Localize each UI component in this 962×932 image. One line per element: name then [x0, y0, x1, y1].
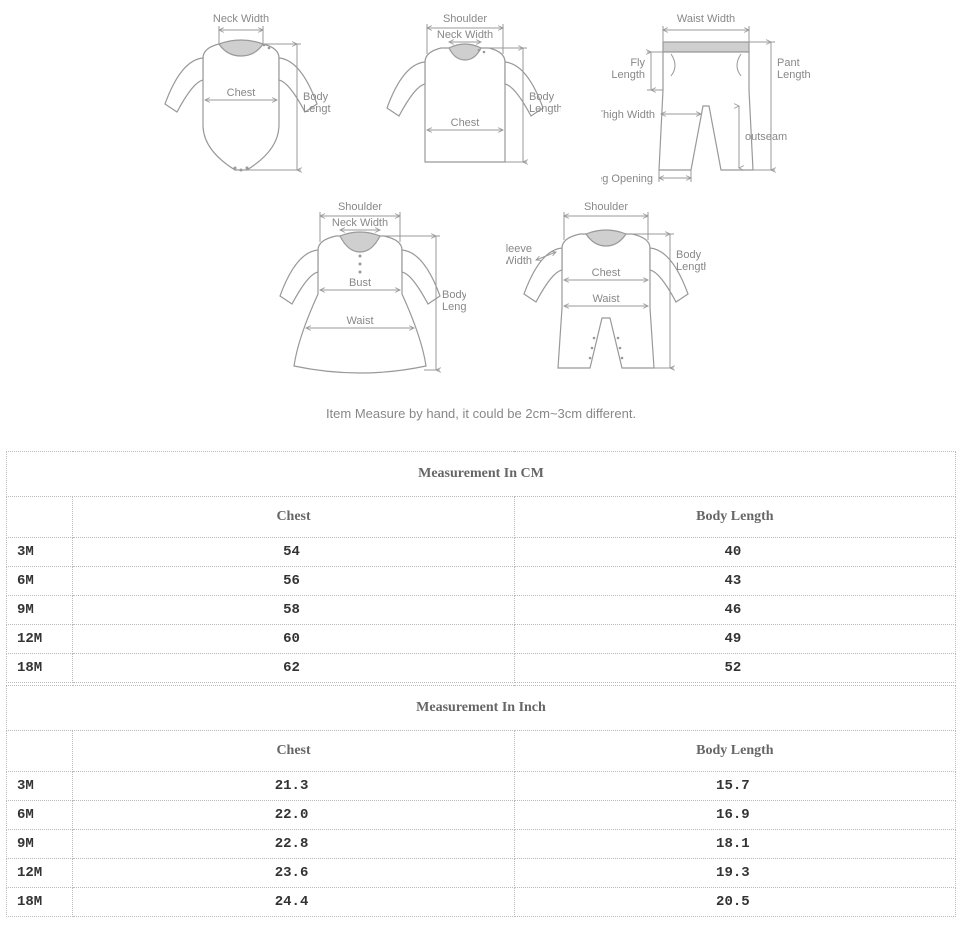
label-pant-length: PantLength: [777, 57, 811, 81]
cell-value: 20.5: [514, 888, 955, 917]
col-bodylen: Body Length: [514, 497, 955, 538]
diagram-row-1: Neck Width Chest BodyLength Shoulde: [0, 10, 962, 190]
cell-value: 49: [514, 625, 955, 654]
cell-value: 19.3: [514, 859, 955, 888]
cell-size: 3M: [7, 772, 73, 801]
cell-value: 21.3: [73, 772, 514, 801]
label-sleeve-width: SleeveWidth: [506, 243, 532, 267]
label-body-length: BodyLength: [676, 249, 706, 273]
cell-size: 12M: [7, 625, 73, 654]
col-chest: Chest: [73, 731, 514, 772]
label-fly-length: FlyLength: [611, 57, 645, 81]
table-row: 18M24.420.5: [7, 888, 956, 917]
cell-size: 9M: [7, 596, 73, 625]
table-row: 9M22.818.1: [7, 830, 956, 859]
table-body-cm: 3M54406M56439M584612M604918M6252: [7, 538, 956, 683]
cell-value: 56: [73, 567, 514, 596]
label-body-length: BodyLength: [529, 91, 561, 115]
cell-value: 60: [73, 625, 514, 654]
cell-value: 24.4: [73, 888, 514, 917]
col-bodylen: Body Length: [514, 731, 955, 772]
measurement-note: Item Measure by hand, it could be 2cm~3c…: [0, 396, 962, 443]
diagram-pants: Waist Width FlyLength PantLength Thigh W…: [601, 10, 811, 190]
label-leg-opening: Leg Opening: [601, 173, 653, 185]
label-shoulder: Shoulder: [443, 13, 487, 25]
diagram-romper: Shoulder SleeveWidth Chest Waist BodyLen…: [506, 198, 706, 388]
label-thigh-width: Thigh Width: [601, 109, 655, 121]
label-neck-width: Neck Width: [437, 29, 493, 41]
cell-size: 18M: [7, 654, 73, 683]
label-chest: Chest: [451, 117, 480, 129]
label-waist-width: Waist Width: [677, 13, 735, 25]
cell-size: 6M: [7, 567, 73, 596]
table-body-inch: 3M21.315.76M22.016.99M22.818.112M23.619.…: [7, 772, 956, 917]
cell-value: 58: [73, 596, 514, 625]
col-chest: Chest: [73, 497, 514, 538]
label-body-length: BodyLength: [442, 289, 466, 313]
measurement-tables: Measurement In CM Chest Body Length 3M54…: [0, 451, 962, 917]
table-inch: Measurement In Inch Chest Body Length 3M…: [6, 685, 956, 917]
cell-value: 54: [73, 538, 514, 567]
label-shoulder: Shoulder: [338, 201, 382, 213]
table-row: 12M6049: [7, 625, 956, 654]
label-shoulder: Shoulder: [584, 201, 628, 213]
label-waist: Waist: [346, 315, 373, 327]
cell-value: 15.7: [514, 772, 955, 801]
col-size: [7, 497, 73, 538]
table-row: 3M21.315.7: [7, 772, 956, 801]
table-row: 6M22.016.9: [7, 801, 956, 830]
diagram-tee: Shoulder Neck Width Chest BodyLength: [371, 10, 561, 190]
cell-size: 12M: [7, 859, 73, 888]
cell-value: 18.1: [514, 830, 955, 859]
table-row: 6M5643: [7, 567, 956, 596]
cell-value: 43: [514, 567, 955, 596]
cell-size: 9M: [7, 830, 73, 859]
table-title-cm: Measurement In CM: [7, 452, 956, 497]
diagram-onesie: Neck Width Chest BodyLength: [151, 10, 331, 190]
cell-size: 18M: [7, 888, 73, 917]
cell-size: 3M: [7, 538, 73, 567]
label-neck-width: Neck Width: [332, 217, 388, 229]
table-row: 3M5440: [7, 538, 956, 567]
col-size: [7, 731, 73, 772]
cell-value: 62: [73, 654, 514, 683]
diagram-row-2: Shoulder Neck Width Bust Waist BodyLengt…: [0, 198, 962, 388]
cell-value: 40: [514, 538, 955, 567]
table-row: 9M5846: [7, 596, 956, 625]
cell-value: 22.0: [73, 801, 514, 830]
label-body-length: BodyLength: [303, 91, 331, 115]
measurement-diagrams: Neck Width Chest BodyLength Shoulde: [0, 0, 962, 451]
cell-value: 16.9: [514, 801, 955, 830]
label-chest: Chest: [592, 267, 621, 279]
table-title-inch: Measurement In Inch: [7, 686, 956, 731]
label-waist: Waist: [592, 293, 619, 305]
diagram-dress: Shoulder Neck Width Bust Waist BodyLengt…: [256, 198, 466, 388]
table-row: 12M23.619.3: [7, 859, 956, 888]
cell-value: 22.8: [73, 830, 514, 859]
cell-value: 52: [514, 654, 955, 683]
label-bust: Bust: [349, 277, 371, 289]
label-neck-width: Neck Width: [213, 13, 269, 25]
table-cm: Measurement In CM Chest Body Length 3M54…: [6, 451, 956, 683]
cell-size: 6M: [7, 801, 73, 830]
label-outseam: outseam: [745, 131, 787, 143]
table-row: 18M6252: [7, 654, 956, 683]
label-chest: Chest: [227, 87, 256, 99]
cell-value: 23.6: [73, 859, 514, 888]
cell-value: 46: [514, 596, 955, 625]
